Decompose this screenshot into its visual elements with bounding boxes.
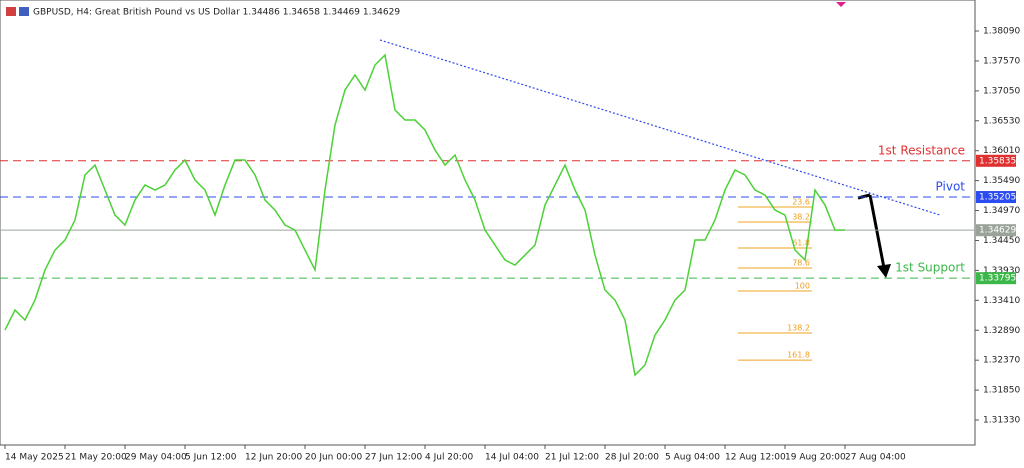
icon — [6, 7, 16, 16]
price-box — [976, 154, 1016, 167]
x-tick-label: 5 Aug 04:00 — [665, 453, 720, 463]
price-line — [4, 53, 845, 377]
y-tick-label: 1.33410 — [983, 296, 1020, 306]
fib-label: 100 — [795, 282, 810, 291]
x-tick-label: 21 May 20:00 — [65, 453, 127, 463]
x-tick-label: 21 Jul 12:00 — [545, 453, 599, 463]
x-tick-label: 4 Jul 20:00 — [425, 453, 474, 463]
price-label: 1.35835 — [979, 156, 1016, 166]
y-tick-label: 1.31330 — [983, 416, 1020, 426]
level-name: 1st Resistance — [878, 143, 965, 157]
fib-label: 138.2 — [787, 324, 810, 333]
x-tick-label: 28 Jul 20:00 — [605, 453, 659, 463]
y-tick-label: 1.37570 — [983, 56, 1020, 66]
price-label: 1.35205 — [979, 193, 1016, 203]
fib-label: 38.2 — [792, 213, 810, 222]
x-tick-label: 29 May 04:00 — [125, 453, 187, 463]
x-tick-label: 20 Jun 00:00 — [305, 453, 362, 463]
marker — [836, 2, 846, 7]
price-box — [976, 272, 1016, 285]
price-label: 1.33795 — [979, 274, 1016, 284]
y-tick-label: 1.33930 — [983, 266, 1020, 276]
fib-label: 78.6 — [792, 259, 810, 268]
plot-frame — [0, 0, 976, 446]
arrow — [868, 194, 886, 269]
fib-label: 61.8 — [792, 239, 810, 248]
level-name: 1st Support — [895, 261, 965, 275]
y-tick-label: 1.38090 — [983, 27, 1020, 37]
icon — [19, 7, 29, 16]
arrow-head — [877, 264, 891, 278]
x-tick-label: 27 Aug 04:00 — [845, 453, 906, 463]
price-box — [976, 191, 1016, 204]
y-tick-label: 1.36530 — [983, 116, 1020, 126]
price-box — [976, 224, 1016, 237]
fib-label: 161.8 — [787, 351, 810, 360]
x-tick-label: 12 Aug 12:00 — [725, 453, 786, 463]
y-tick-label: 1.37050 — [983, 86, 1020, 96]
level-name: Pivot — [936, 180, 966, 194]
y-tick-label: 1.31850 — [983, 386, 1020, 396]
x-tick-label: 5 Jun 12:00 — [185, 453, 237, 463]
price-label: 1.34629 — [979, 226, 1016, 236]
y-tick-label: 1.36010 — [983, 146, 1020, 156]
x-tick-label: 14 May 2025 — [5, 453, 64, 463]
fib-label: 23.6 — [792, 198, 810, 207]
y-tick-label: 1.32890 — [983, 326, 1020, 336]
x-tick-label: 12 Jun 20:00 — [245, 453, 302, 463]
y-tick-label: 1.34450 — [983, 236, 1020, 246]
x-tick-label: 14 Jul 04:00 — [485, 453, 539, 463]
chart-title: GBPUSD, H4: Great British Pound vs US Do… — [33, 8, 400, 18]
y-tick-label: 1.34970 — [983, 206, 1020, 216]
y-tick-label: 1.32370 — [983, 356, 1020, 366]
x-tick-label: 19 Aug 20:00 — [785, 453, 846, 463]
trendline — [379, 39, 941, 216]
x-tick-label: 27 Jun 12:00 — [365, 453, 422, 463]
y-tick-label: 1.35490 — [983, 176, 1020, 186]
